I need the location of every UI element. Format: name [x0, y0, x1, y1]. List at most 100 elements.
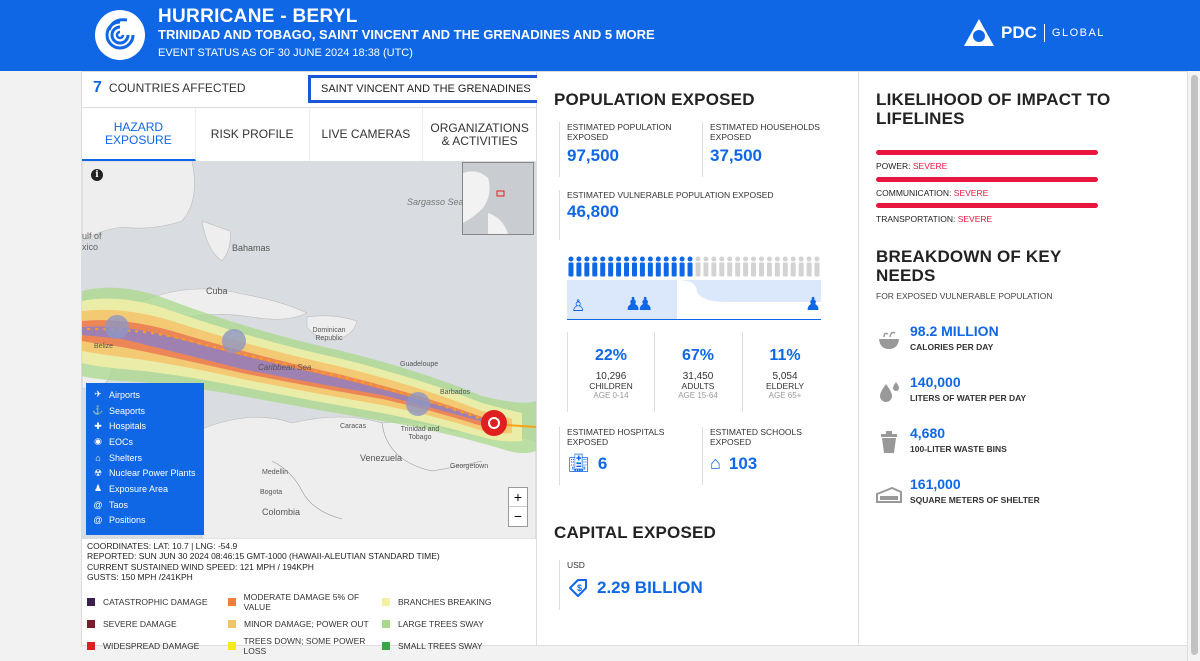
legend-hospitals[interactable]: ✚ Hospitals — [92, 418, 198, 434]
severity-swatch — [87, 642, 95, 650]
legend-label: Airports — [109, 389, 141, 400]
severity-label: SMALL TREES SWAY — [398, 641, 483, 651]
hurricane-icon: @ — [93, 499, 103, 510]
person-figure — [814, 256, 820, 277]
zoom-out-button[interactable]: − — [513, 508, 523, 524]
need-shelter: 161,000 SQUARE METERS OF SHELTER — [876, 476, 1156, 510]
eoc-icon: ◉ — [94, 436, 102, 447]
page-scrollbar[interactable] — [1187, 71, 1200, 661]
zoom-in-button[interactable]: + — [509, 488, 527, 507]
event-status: EVENT STATUS AS OF 30 JUNE 2024 18:38 (U… — [158, 47, 413, 59]
legend-exposure-area[interactable]: ♟ Exposure Area — [92, 481, 198, 497]
children-label: CHILDREN — [589, 381, 633, 391]
person-figure — [758, 256, 764, 277]
communication-impact-bar — [876, 177, 1098, 182]
person-figure — [616, 256, 622, 277]
nuclear-icon: ☢ — [93, 467, 103, 478]
need-value: 140,000 — [910, 374, 961, 390]
legend-label: Hospitals — [109, 421, 147, 432]
need-value: 4,680 — [910, 425, 946, 441]
severity-label: MINOR DAMAGE; POWER OUT — [244, 619, 369, 629]
severity-swatch — [382, 642, 390, 650]
elderly-percent: 11% — [769, 347, 801, 364]
legend-eocs[interactable]: ◉ EOCs — [92, 434, 198, 450]
map-label: ulf of xico — [82, 231, 102, 252]
country-select[interactable]: SAINT VINCENT AND THE GRENADINES ⌄ — [308, 75, 540, 103]
stat-value: 37,500 — [710, 146, 762, 165]
lifeline-name: COMMUNICATION: — [876, 188, 952, 198]
lifeline-level: SEVERE — [957, 214, 993, 224]
svg-text:$: $ — [577, 583, 582, 593]
hazard-map[interactable]: i ✈ Airports ⚓ Seaports ✚ Hospitals ◉ EOCs ⌂… — [82, 161, 536, 539]
coords-line: GUSTS: 150 MPH /241KPH — [87, 572, 193, 583]
pdc-brand[interactable]: PDC GLOBAL — [963, 17, 1105, 49]
overview-minimap[interactable] — [462, 162, 534, 235]
legend-positions[interactable]: @ Positions — [92, 513, 198, 529]
age-group-chart — [567, 280, 821, 320]
tab-live-cameras[interactable]: LIVE CAMERAS — [310, 108, 424, 161]
tab-organizations-activities[interactable]: ORGANIZATIONS & ACTIVITIES — [430, 120, 529, 148]
person-figure — [687, 256, 693, 277]
pdc-brand-suffix: GLOBAL — [1051, 27, 1105, 39]
severity-swatch — [87, 620, 95, 628]
stat-label: ESTIMATED SCHOOLS EXPOSED — [710, 427, 802, 447]
coords-line: REPORTED: SUN JUN 30 2024 08:46:15 GMT-1… — [87, 551, 440, 562]
country-select-value: SAINT VINCENT AND THE GRENADINES — [321, 83, 531, 95]
pdc-logo-icon — [964, 19, 994, 46]
shelter-tent-icon — [876, 486, 902, 503]
map-info-icon[interactable]: i — [91, 169, 103, 181]
severity-item: SMALL TREES SWAY — [382, 636, 532, 656]
tab-hazard-exposure[interactable]: HAZARD EXPOSURE — [82, 108, 196, 161]
stat-label: ESTIMATED HOUSEHOLDS EXPOSED — [710, 122, 820, 142]
person-figure — [624, 256, 630, 277]
severity-swatch — [228, 620, 236, 628]
legend-label: Shelters — [109, 452, 143, 463]
stat-capital: USD $ 2.29 BILLION — [559, 560, 759, 610]
severity-item: TREES DOWN; SOME POWER LOSS — [228, 636, 382, 656]
money-tag-icon: $ — [569, 579, 587, 597]
legend-shelters[interactable]: ⌂ Shelters — [92, 450, 198, 466]
stat-value: 97,500 — [567, 146, 619, 165]
needs-subtitle: FOR EXPOSED VULNERABLE POPULATION — [876, 291, 1053, 301]
adults-count: 31,450 — [682, 371, 714, 382]
adults-age: AGE 15-64 — [678, 391, 718, 400]
elderly-label: ELDERLY — [765, 381, 805, 391]
lifeline-name: TRANSPORTATION: — [876, 214, 956, 224]
severity-item: MODERATE DAMAGE 5% OF VALUE — [228, 592, 382, 612]
transportation-impact-bar — [876, 203, 1098, 208]
need-value: 161,000 — [910, 476, 961, 492]
legend-nuclear[interactable]: ☢ Nuclear Power Plants — [92, 465, 198, 481]
stat-population: ESTIMATED POPULATION EXPOSED 97,500 — [559, 122, 689, 177]
need-waste-bins: 4,680 100-LITER WASTE BINS — [876, 425, 1156, 459]
stat-households: ESTIMATED HOUSEHOLDS EXPOSED 37,500 — [702, 122, 842, 177]
map-label: Belize — [94, 343, 114, 350]
children-age: AGE 0-14 — [593, 391, 629, 400]
person-figure — [703, 256, 709, 277]
person-figure — [592, 256, 598, 277]
lifeline-communication: COMMUNICATION: SEVERE — [876, 188, 988, 198]
legend-label: Seaports — [109, 405, 146, 416]
person-figure — [711, 256, 717, 277]
tab-risk-profile[interactable]: RISK PROFILE — [196, 108, 310, 161]
elderly-icon: ♟ — [805, 294, 822, 314]
need-label: LITERS OF WATER PER DAY — [910, 393, 1027, 403]
legend-label: Positions — [109, 515, 146, 526]
severity-swatch — [87, 598, 95, 606]
person-figure — [671, 256, 677, 277]
school-icon: ⌂ — [710, 453, 721, 473]
person-figure — [751, 256, 757, 277]
countries-count: 7 — [93, 79, 102, 96]
divider — [742, 332, 743, 412]
storm-coordinates: COORDINATES: LAT: 10.7 | LNG: -54.9 REPO… — [87, 541, 440, 583]
coords-line: COORDINATES: LAT: 10.7 | LNG: -54.9 — [87, 541, 238, 551]
stat-hospitals: ESTIMATED HOSPITALS EXPOSED 🏥︎ 6 — [559, 427, 689, 485]
lifeline-name: POWER: — [876, 161, 911, 171]
map-label: Medellin — [262, 469, 289, 476]
hospital-building-icon: 🏥︎ — [567, 453, 590, 473]
legend-airports[interactable]: ✈ Airports — [92, 387, 198, 403]
legend-taos[interactable]: @ Taos — [92, 497, 198, 513]
legend-seaports[interactable]: ⚓ Seaports — [92, 403, 198, 419]
vulnerable-people-pictogram — [568, 256, 820, 277]
lifeline-power: POWER: SEVERE — [876, 161, 947, 171]
scrollbar-thumb[interactable] — [1191, 75, 1198, 655]
